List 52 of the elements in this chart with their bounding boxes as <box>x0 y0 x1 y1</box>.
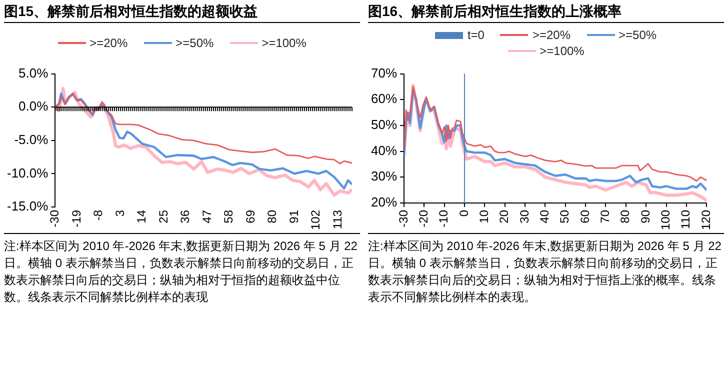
x-tick-label: 36 <box>178 210 192 224</box>
x-tick-label: 102 <box>308 210 323 230</box>
y-tick-label: -10.0% <box>6 165 49 180</box>
y-tick-label: 40% <box>370 142 398 158</box>
y-tick-label: -15.0% <box>6 198 49 214</box>
x-tick-label: 47 <box>200 210 214 224</box>
x-tick-label: 110 <box>678 210 693 230</box>
x-tick-label: 113 <box>330 210 344 230</box>
x-tick-label: 69 <box>243 210 258 224</box>
x-tick-label: 58 <box>222 210 236 224</box>
y-tick-label: 70% <box>370 65 398 80</box>
legend-label: >=100% <box>540 44 584 58</box>
x-tick-label: 20 <box>497 210 512 224</box>
legend-label: >=100% <box>262 36 306 50</box>
y-tick-label: 60% <box>370 91 398 106</box>
legend-label: >=50% <box>176 36 214 50</box>
legend-label: t=0 <box>467 28 484 42</box>
legend-label: >=50% <box>618 28 657 42</box>
x-tick-label: -8 <box>91 210 106 221</box>
x-tick-label: 0 <box>456 210 471 217</box>
x-tick-label: 3 <box>112 210 127 217</box>
x-tick-label: 120 <box>698 210 713 230</box>
y-tick-label: 30% <box>370 168 398 184</box>
y-tick-label: 50% <box>370 117 398 132</box>
x-tick-label: 100 <box>658 210 673 230</box>
text: 注:样本区间为 2010 年-2026 年末,数据更新日期为 2026 年 5 月 22 日。横轴 0 表示解禁当日，负数表示解禁日向前移动的交易日，正数表示解禁日向后的交易日；纵轴为相对于恒指的超额收益中位数。线条表示不同解禁比例样本的表现 <box>4 238 358 306</box>
legend-label: >=20% <box>532 28 570 42</box>
x-tick-label: 70 <box>598 210 612 224</box>
y-tick-label: 0.0% <box>18 98 49 114</box>
x-tick-label: 30 <box>517 210 532 224</box>
x-tick-label: -20 <box>416 210 431 228</box>
x-tick-label: -19 <box>69 210 84 228</box>
x-tick-label: 14 <box>134 210 149 224</box>
x-tick-label: -30 <box>396 210 410 228</box>
y-tick-label: 5.0% <box>18 65 49 80</box>
x-tick-label: 80 <box>265 210 280 224</box>
text: 注:样本区间为 2010 年-2026 年末,数据更新日期为 2026 年 5 月 22 日。横轴 0 表示解禁当日，负数表示解禁日向前移动的交易日，正数表示解禁日向后的交易日；纵轴为相对于恒指上涨的概率。线条表示不同解禁比例样本的表现。 <box>368 238 722 306</box>
y-tick-label: -5.0% <box>14 132 49 147</box>
x-tick-label: 40 <box>538 210 552 224</box>
x-tick-label: 90 <box>638 210 652 224</box>
legend-label: >=20% <box>90 36 128 50</box>
x-tick-label: 50 <box>558 210 572 224</box>
chart-title: 图15、解禁前后相对恒生指数的超额收益 <box>4 0 360 23</box>
x-tick-label: 60 <box>578 210 592 224</box>
x-tick-label: 10 <box>477 210 492 224</box>
chart-title: 图16、解禁前后相对恒生指数的上涨概率 <box>368 0 724 23</box>
x-tick-label: 91 <box>286 210 301 224</box>
x-tick-label: -10 <box>436 210 451 228</box>
y-tick-label: 20% <box>370 194 398 210</box>
x-tick-label: 80 <box>618 210 632 224</box>
x-tick-label: 25 <box>156 210 170 224</box>
x-tick-label: -30 <box>48 210 62 228</box>
